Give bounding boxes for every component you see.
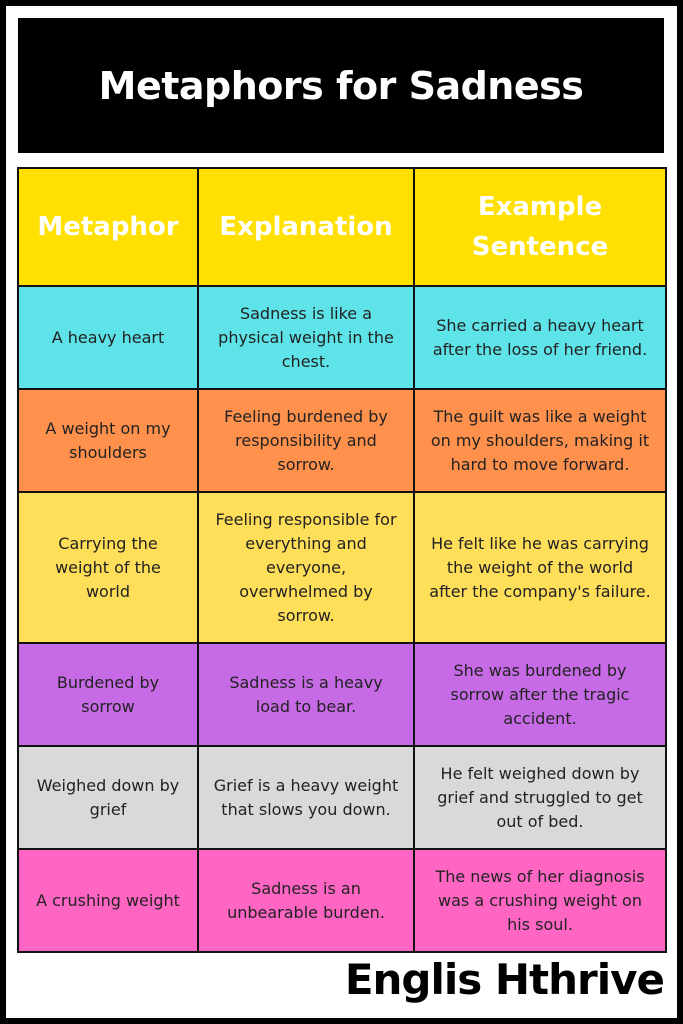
metaphor-cell: A crushing weight — [17, 848, 199, 953]
table-row: A heavy heart Sadness is like a physical … — [17, 285, 667, 390]
example-cell: He felt weighed down by grief and strugg… — [413, 745, 667, 850]
table-row: A crushing weight Sadness is an unbearabl… — [17, 848, 667, 953]
explanation-cell: Sadness is like a physical weight in the… — [197, 285, 415, 390]
explanation-cell: Sadness is a heavy load to bear. — [197, 642, 415, 747]
example-cell: The guilt was like a weight on my should… — [413, 388, 667, 493]
table-row: Carrying the weight of the world Feeling … — [17, 491, 667, 644]
explanation-cell: Feeling responsible for everything and e… — [197, 491, 415, 644]
explanation-cell: Sadness is an unbearable burden. — [197, 848, 415, 953]
header-explanation: Explanation — [197, 167, 415, 287]
metaphor-cell: Carrying the weight of the world — [17, 491, 199, 644]
table-row: Weighed down by grief Grief is a heavy we… — [17, 745, 667, 850]
metaphor-cell: Burdened by sorrow — [17, 642, 199, 747]
example-cell: She was burdened by sorrow after the tra… — [413, 642, 667, 747]
page-title: Metaphors for Sadness — [18, 18, 664, 153]
explanation-cell: Grief is a heavy weight that slows you d… — [197, 745, 415, 850]
table-row: A weight on my shoulders Feeling burdened… — [17, 388, 667, 493]
metaphor-table: Metaphor Explanation Example Sentence A … — [17, 167, 667, 953]
explanation-cell: Feeling burdened by responsibility and s… — [197, 388, 415, 493]
brand-footer: Englis Hthrive — [344, 955, 665, 1004]
example-cell: She carried a heavy heart after the loss… — [413, 285, 667, 390]
header-metaphor: Metaphor — [17, 167, 199, 287]
metaphor-cell: Weighed down by grief — [17, 745, 199, 850]
table-row: Burdened by sorrow Sadness is a heavy loa… — [17, 642, 667, 747]
metaphor-cell: A heavy heart — [17, 285, 199, 390]
example-cell: The news of her diagnosis was a crushing… — [413, 848, 667, 953]
table-header-row: Metaphor Explanation Example Sentence — [17, 167, 667, 287]
example-cell: He felt like he was carrying the weight … — [413, 491, 667, 644]
metaphor-cell: A weight on my shoulders — [17, 388, 199, 493]
header-example-sentence: Example Sentence — [413, 167, 667, 287]
